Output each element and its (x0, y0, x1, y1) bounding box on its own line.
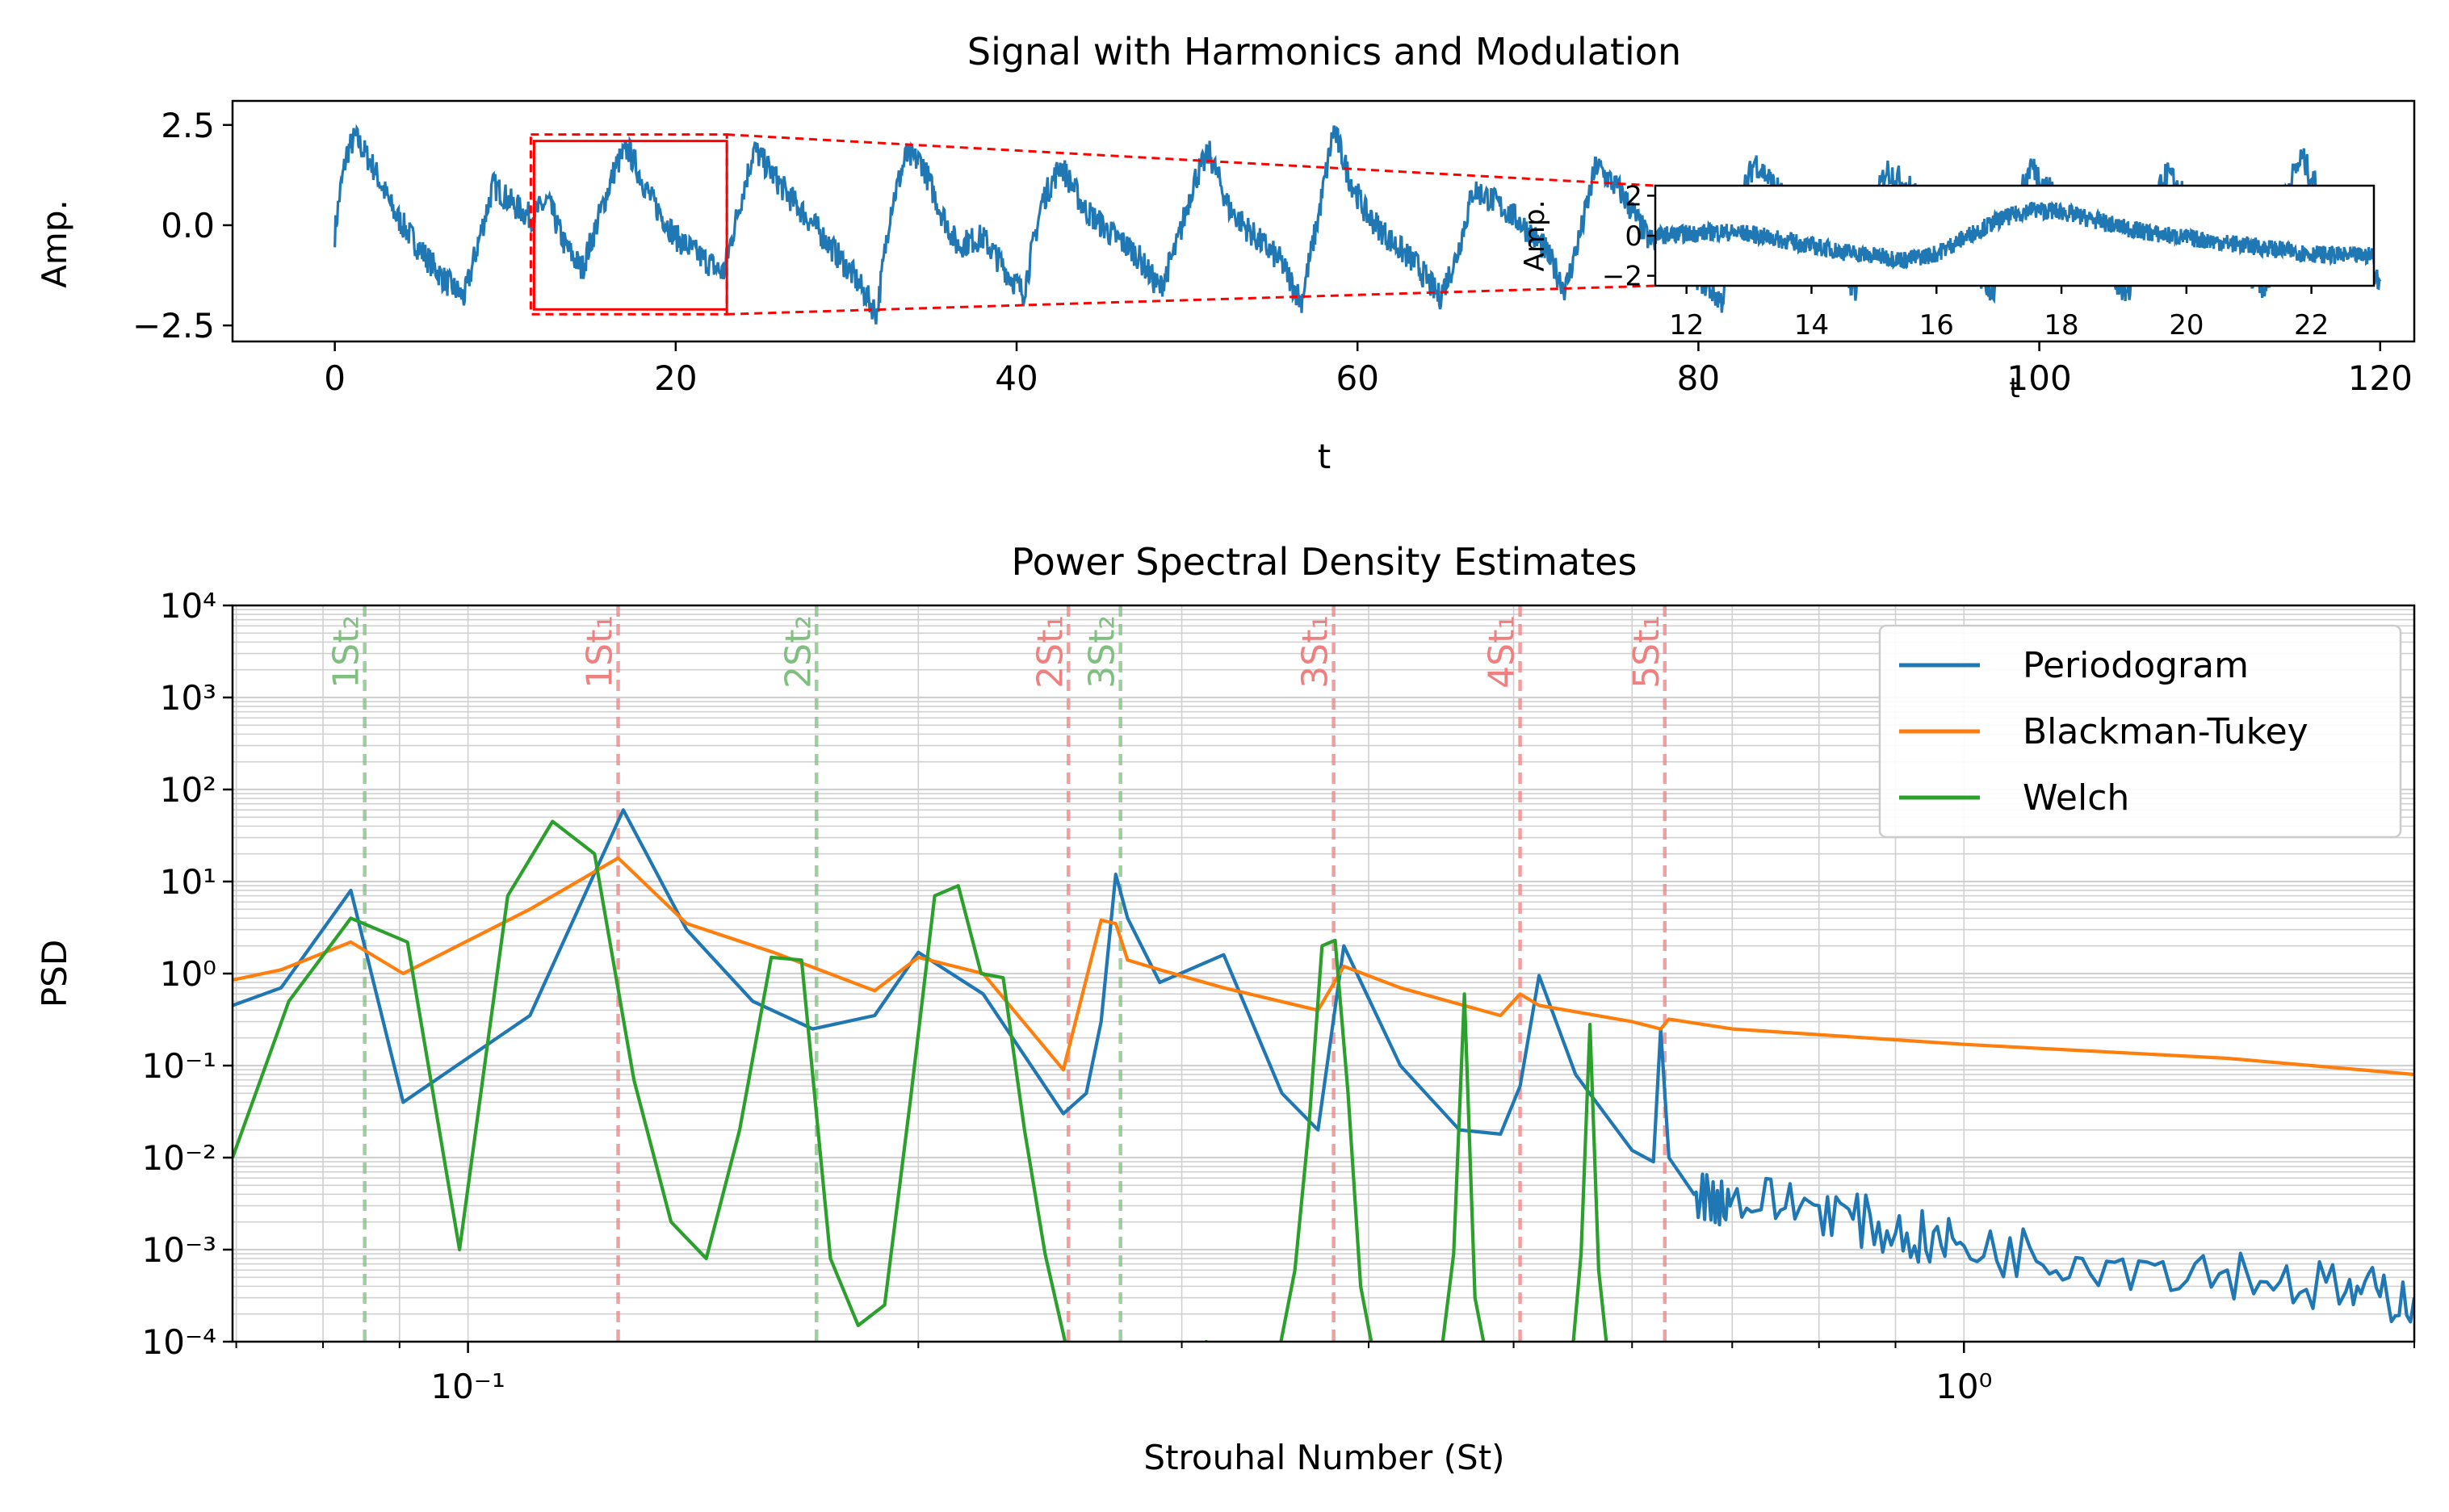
inset-xtick-label: 14 (1794, 309, 1829, 341)
inset-ytick-label: 2 (1625, 180, 1642, 212)
strouhal-reference-lines: 1St₂ 1St₁ 2St₂ 2St₁ 3St₂ 3St₁ 4St₁ 5St₁ (326, 605, 1667, 1342)
inset-xlabel: t (2009, 372, 2019, 404)
strouhal-label: 3St₂ (1082, 615, 1123, 689)
inset-panel: 12 14 16 18 20 22 −2 0 2 t Amp. (1519, 180, 2376, 404)
psd-series-periodogram (233, 808, 2414, 1324)
inset-axes-frame (1654, 184, 2376, 287)
signal-title: Signal with Harmonics and Modulation (967, 30, 1681, 73)
zoom-box-solid (532, 140, 728, 311)
inset-xtick-label: 22 (2294, 309, 2329, 341)
zoom-indicator (529, 133, 1656, 316)
signal-xtick-label: 20 (654, 358, 697, 398)
psd-xtick-label: 10⁻¹ (430, 1367, 505, 1406)
inset-ytick-label: 0 (1625, 220, 1642, 253)
signal-ytick-label: −2.5 (132, 306, 215, 346)
psd-ytick-label: 10⁴ (160, 586, 216, 626)
psd-title: Power Spectral Density Estimates (1012, 540, 1638, 584)
psd-axes-frame (231, 604, 2416, 1343)
strouhal-label: 4St₁ (1482, 615, 1523, 689)
signal-panel: Signal with Harmonics and Modulation 0 20… (35, 30, 2416, 476)
strouhal-label: 2St₁ (1030, 615, 1071, 689)
legend-label-welch: Welch (2023, 777, 2129, 819)
psd-ytick-label: 10⁻² (142, 1138, 216, 1178)
signal-xtick-label: 0 (324, 358, 346, 398)
signal-axes-frame (231, 99, 2416, 343)
inset-signal-line (1655, 200, 2374, 270)
psd-ytick-label: 10⁻⁴ (142, 1322, 216, 1362)
signal-ticks: 0 20 40 60 80 100 120−2.50.02.5 (132, 106, 2413, 398)
psd-ytick-label: 10⁰ (160, 954, 216, 994)
psd-series-layer (233, 808, 2414, 1342)
psd-ytick-label: 10² (160, 770, 216, 810)
zoom-box-dashed (529, 133, 728, 316)
signal-xtick-label: 120 (2348, 358, 2413, 398)
psd-series-welch (233, 819, 1608, 1342)
inset-xtick-label: 18 (2044, 309, 2078, 341)
psd-ytick-label: 10⁻¹ (142, 1046, 216, 1086)
legend-frame (1878, 624, 2402, 839)
strouhal-label: 1St₁ (580, 615, 621, 689)
inset-xtick-label: 12 (1669, 309, 1704, 341)
inset-ticks: 12 14 16 18 20 22 −2 0 2 (1602, 180, 2329, 341)
legend-label-blackman-tukey: Blackman-Tukey (2023, 711, 2309, 752)
psd-legend: Periodogram Blackman-Tukey Welch (1878, 624, 2402, 839)
inset-ytick-label: −2 (1602, 261, 1642, 293)
strouhal-label: 5St₁ (1626, 615, 1667, 689)
zoom-connector-bottom (727, 284, 1656, 316)
inset-xtick-label: 16 (1919, 309, 1954, 341)
legend-label-periodogram: Periodogram (2023, 645, 2249, 686)
psd-xlabel: Strouhal Number (St) (1143, 1438, 1504, 1477)
psd-ylabel: PSD (35, 940, 74, 1007)
psd-xtick-label: 10⁰ (1935, 1367, 1992, 1406)
strouhal-label: 2St₂ (778, 615, 819, 689)
signal-xtick-label: 100 (2007, 358, 2072, 398)
signal-ytick-label: 2.5 (161, 106, 215, 145)
signal-xlabel: t (1318, 437, 1331, 476)
psd-ytick-label: 10¹ (160, 862, 216, 902)
strouhal-label: 1St₂ (326, 615, 367, 689)
psd-panel: Power Spectral Density Estimates 1St₂ 1St… (35, 540, 2416, 1477)
psd-series-blackman-tukey (233, 856, 2414, 1077)
strouhal-label: 3St₁ (1295, 615, 1336, 689)
psd-ticks: 10⁻⁴ 10⁻³ 10⁻² 10⁻¹ 10⁰ 10¹ 10² 10³ 10⁴ 10⁻¹ 10⁰ (142, 586, 2415, 1406)
signal-xtick-label: 60 (1336, 358, 1378, 398)
signal-xtick-label: 40 (995, 358, 1038, 398)
psd-ytick-label: 10⁻³ (142, 1230, 216, 1270)
signal-ylabel: Amp. (35, 199, 74, 288)
inset-ylabel: Amp. (1519, 200, 1551, 272)
signal-ytick-label: 0.0 (161, 206, 215, 245)
inset-xtick-label: 20 (2169, 309, 2204, 341)
signal-xtick-label: 80 (1677, 358, 1720, 398)
psd-ytick-label: 10³ (160, 678, 216, 718)
zoom-connector-top (727, 133, 1656, 187)
inset-series-layer (1655, 200, 2374, 270)
